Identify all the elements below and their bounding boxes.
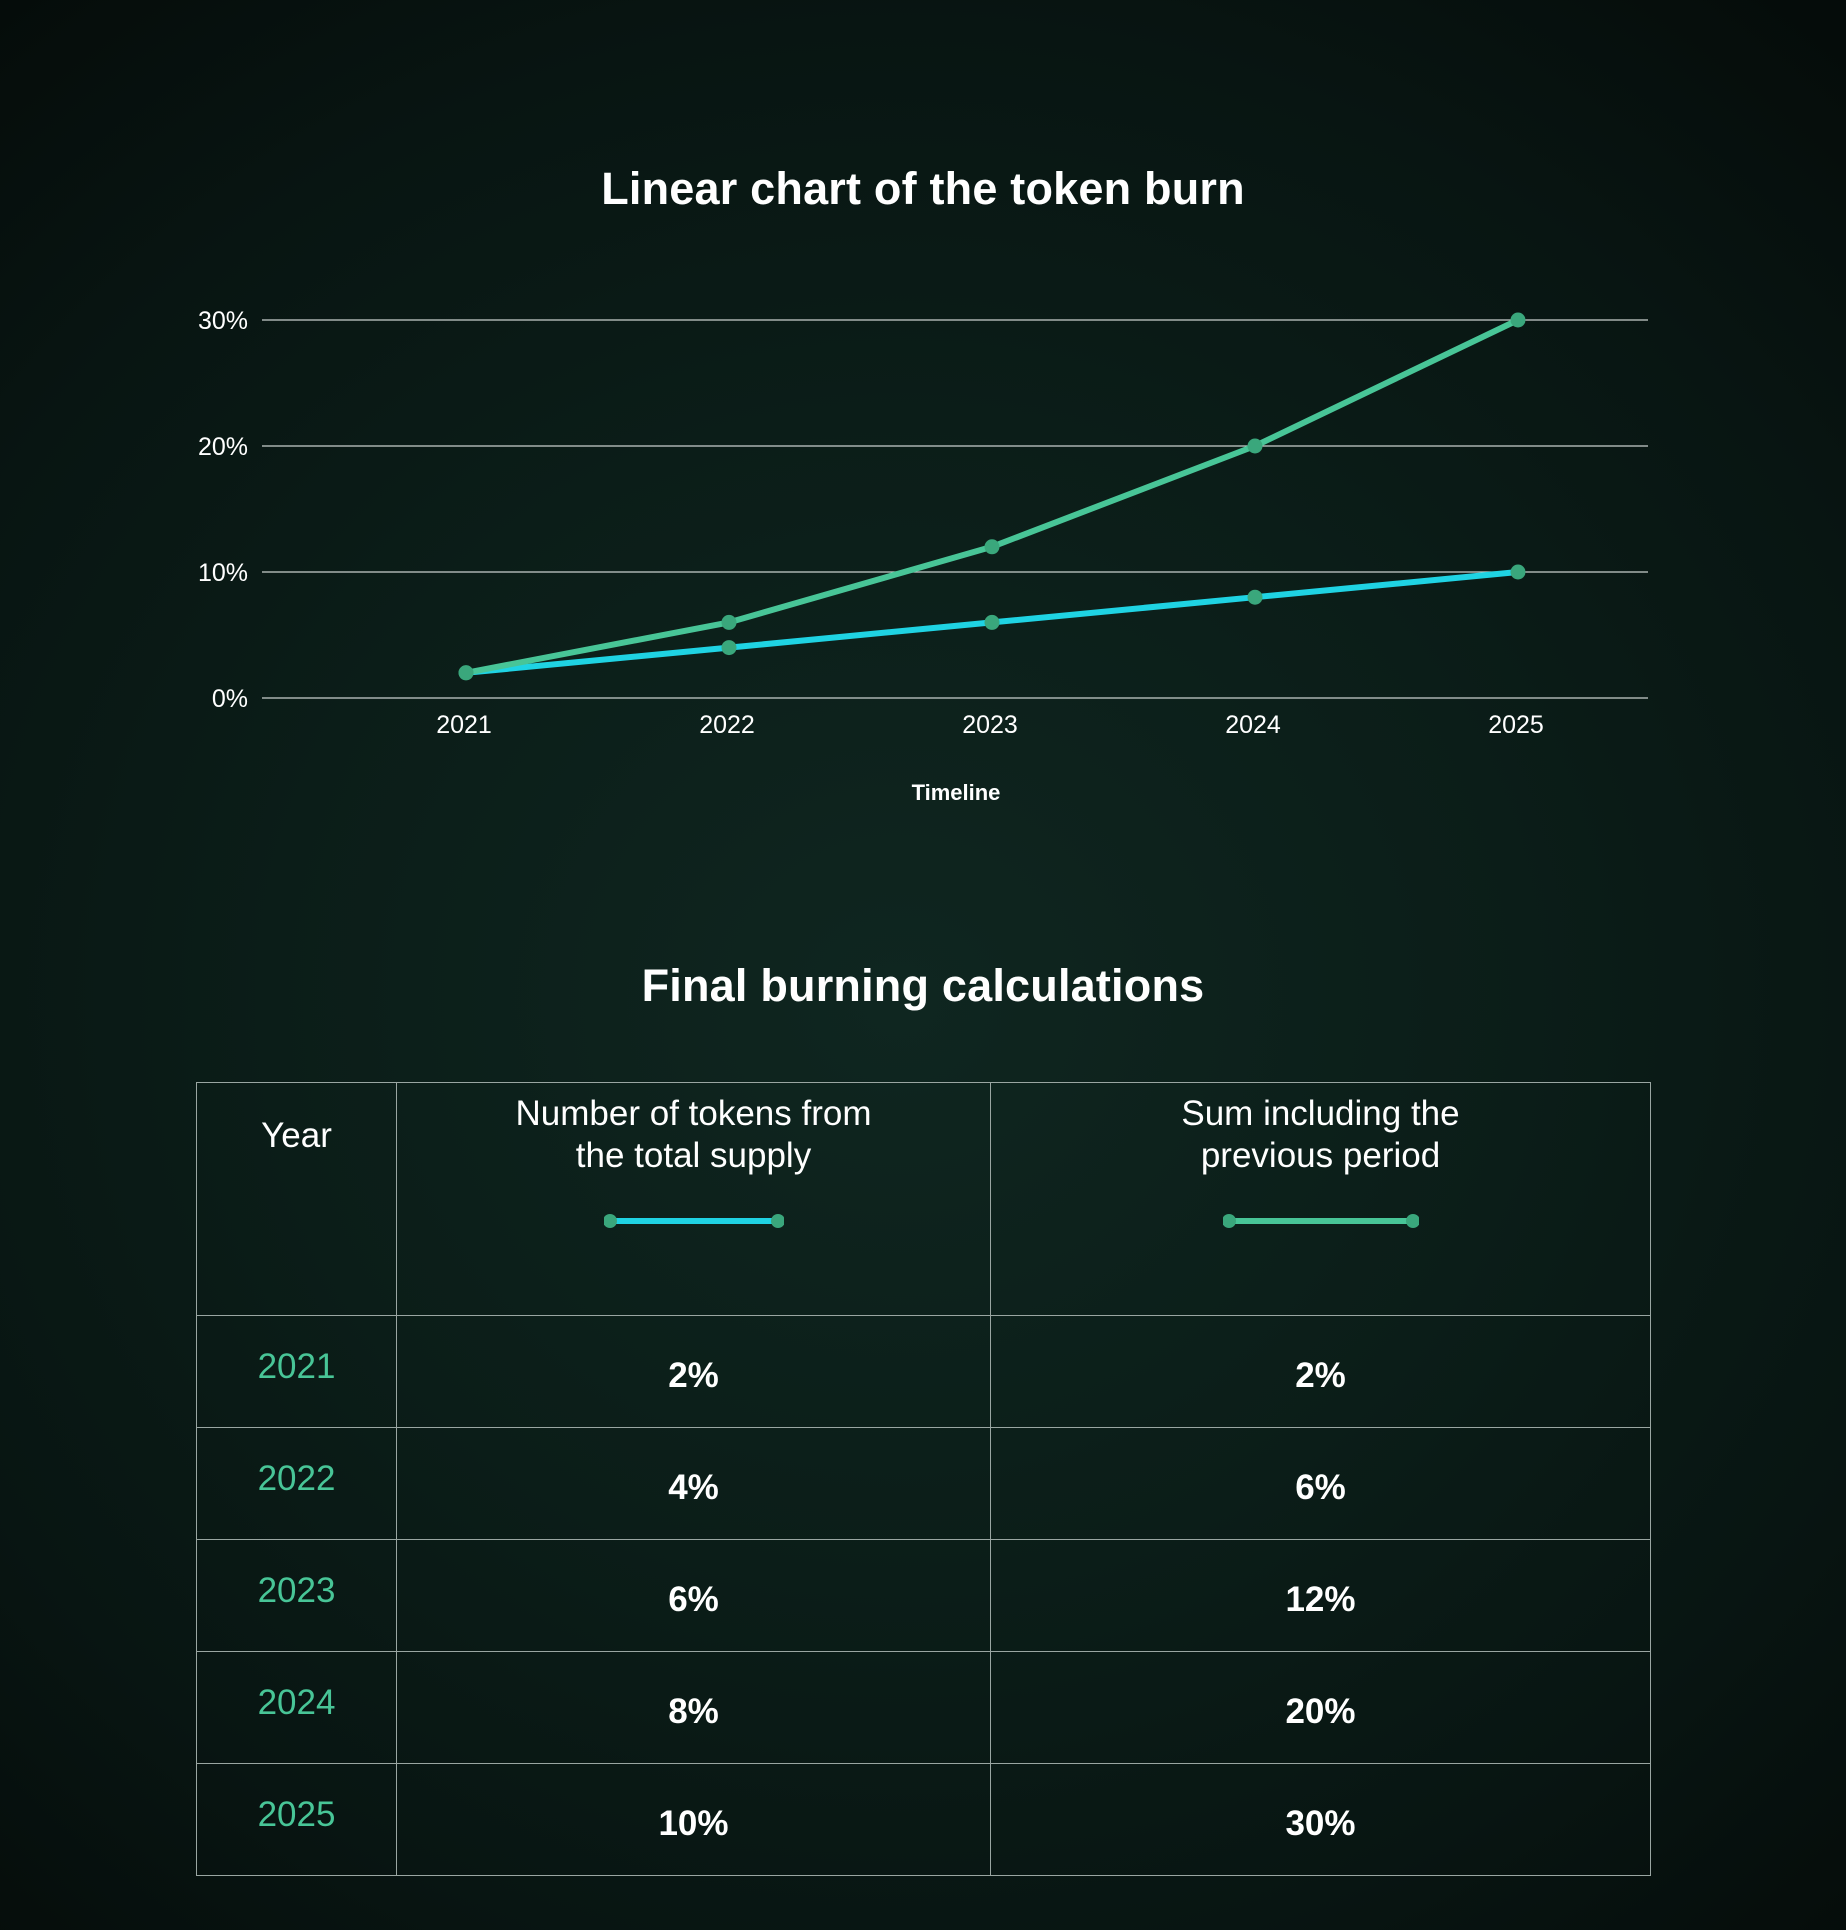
grid-lines xyxy=(262,319,1648,699)
data-point xyxy=(984,614,1000,630)
chart-title: Linear chart of the token burn xyxy=(601,163,1245,214)
sum-cell: 12% xyxy=(990,1539,1651,1652)
sum-cell: 2% xyxy=(990,1315,1651,1428)
x-axis-label: Timeline xyxy=(912,780,1001,805)
x-tick-label: 2022 xyxy=(699,711,755,739)
sum-header-label: Sum including the previous period xyxy=(1181,1094,1460,1175)
table-header-row: Year Number of tokens from the total sup… xyxy=(196,1082,1651,1316)
table-row: 2024 8% 20% xyxy=(196,1651,1651,1764)
tokens-cell: 10% xyxy=(396,1763,991,1876)
sum-legend-swatch xyxy=(1222,1214,1419,1228)
tokens-column-header: Number of tokens from the total supply xyxy=(396,1082,991,1316)
data-point xyxy=(1510,312,1526,328)
data-point xyxy=(721,614,737,630)
year-cell: 2025 xyxy=(196,1763,397,1876)
year-cell: 2023 xyxy=(196,1539,397,1652)
tokens-cell: 4% xyxy=(396,1427,991,1540)
tokens-header-label: Number of tokens from the total supply xyxy=(515,1094,872,1175)
year-cell: 2022 xyxy=(196,1427,397,1540)
sum-cell: 30% xyxy=(990,1763,1651,1876)
table-row: 2022 4% 6% xyxy=(196,1427,1651,1540)
year-column-header: Year xyxy=(196,1082,397,1316)
tokens-cell: 8% xyxy=(396,1651,991,1764)
x-axis-ticks: 2021 2022 2023 2024 2025 xyxy=(436,711,1544,739)
line-chart: 0% 10% 20% 30% 2021 2022 2023 2024 2025 Timelin… xyxy=(198,307,1648,805)
y-tick-label: 30% xyxy=(198,307,248,335)
tokens-cell: 2% xyxy=(396,1315,991,1428)
table-row: 2025 10% 30% xyxy=(196,1763,1651,1876)
data-point xyxy=(458,665,474,681)
y-tick-label: 0% xyxy=(212,685,248,713)
x-tick-label: 2025 xyxy=(1488,711,1544,739)
data-point xyxy=(1247,589,1263,605)
sum-cell: 6% xyxy=(990,1427,1651,1540)
data-markers xyxy=(458,312,1526,681)
year-cell: 2024 xyxy=(196,1651,397,1764)
data-point xyxy=(721,640,737,656)
tokens-cell: 6% xyxy=(396,1539,991,1652)
tokens-legend-swatch xyxy=(603,1214,784,1228)
sum-column-header: Sum including the previous period xyxy=(990,1082,1651,1316)
table-title: Final burning calculations xyxy=(641,960,1205,1011)
year-header-label: Year xyxy=(261,1116,332,1155)
sum-cell: 20% xyxy=(990,1651,1651,1764)
year-cell: 2021 xyxy=(196,1315,397,1428)
y-tick-label: 20% xyxy=(198,433,248,461)
data-point xyxy=(1247,438,1263,454)
y-axis-ticks: 0% 10% 20% 30% xyxy=(198,307,248,713)
table-row: 2021 2% 2% xyxy=(196,1315,1651,1428)
x-tick-label: 2023 xyxy=(962,711,1018,739)
data-point xyxy=(984,539,1000,555)
x-tick-label: 2021 xyxy=(436,711,492,739)
x-tick-label: 2024 xyxy=(1225,711,1281,739)
burn-table: Year Number of tokens from the total sup… xyxy=(196,1082,1651,1876)
data-point xyxy=(1510,564,1526,580)
y-tick-label: 10% xyxy=(198,559,248,587)
table-row: 2023 6% 12% xyxy=(196,1539,1651,1652)
